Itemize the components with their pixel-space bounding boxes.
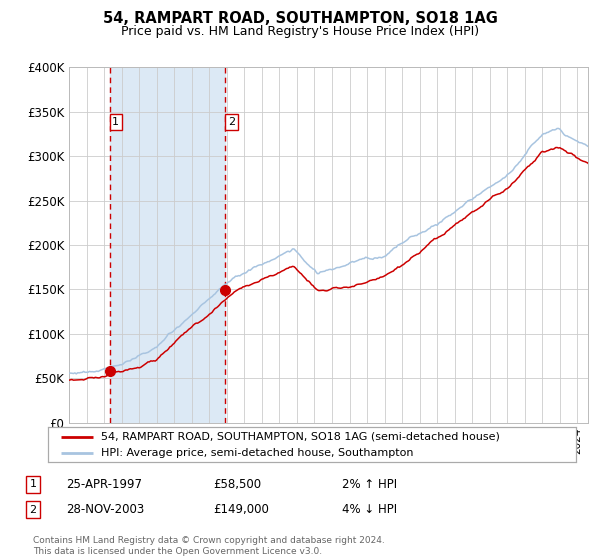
Text: 25-APR-1997: 25-APR-1997 xyxy=(66,478,142,491)
Text: 2: 2 xyxy=(29,505,37,515)
FancyBboxPatch shape xyxy=(48,427,576,462)
Text: 1: 1 xyxy=(29,479,37,489)
Text: HPI: Average price, semi-detached house, Southampton: HPI: Average price, semi-detached house,… xyxy=(101,447,413,458)
Text: £149,000: £149,000 xyxy=(213,503,269,516)
Text: 1: 1 xyxy=(112,117,119,127)
Text: 2: 2 xyxy=(228,117,235,127)
Text: Price paid vs. HM Land Registry's House Price Index (HPI): Price paid vs. HM Land Registry's House … xyxy=(121,25,479,38)
Text: 2% ↑ HPI: 2% ↑ HPI xyxy=(342,478,397,491)
Bar xyxy=(110,67,225,423)
Text: 54, RAMPART ROAD, SOUTHAMPTON, SO18 1AG: 54, RAMPART ROAD, SOUTHAMPTON, SO18 1AG xyxy=(103,11,497,26)
Text: 54, RAMPART ROAD, SOUTHAMPTON, SO18 1AG (semi-detached house): 54, RAMPART ROAD, SOUTHAMPTON, SO18 1AG … xyxy=(101,432,500,442)
Text: £58,500: £58,500 xyxy=(213,478,261,491)
Text: 4% ↓ HPI: 4% ↓ HPI xyxy=(342,503,397,516)
Text: Contains HM Land Registry data © Crown copyright and database right 2024.
This d: Contains HM Land Registry data © Crown c… xyxy=(33,536,385,556)
Text: 28-NOV-2003: 28-NOV-2003 xyxy=(66,503,144,516)
